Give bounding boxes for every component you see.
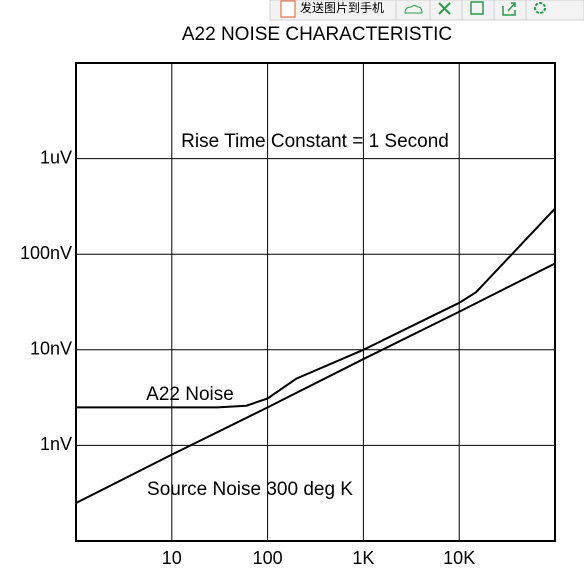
annotation: Source Noise 300 deg K — [147, 479, 353, 500]
x-tick-label: 10 — [162, 548, 182, 568]
y-tick-label: 100nV — [20, 243, 72, 263]
series-line — [75, 262, 556, 504]
x-tick-label: 1K — [352, 548, 374, 568]
y-tick-label: 1uV — [40, 147, 72, 167]
annotation: Rise Time Constant = 1 Second — [181, 131, 449, 152]
y-tick-label: 10nV — [30, 339, 72, 359]
annotation: A22 Noise — [146, 384, 234, 405]
y-tick-label: 1nV — [40, 434, 72, 454]
settings-icon[interactable] — [534, 2, 546, 14]
send-icon[interactable] — [280, 0, 296, 18]
save-icon[interactable] — [470, 1, 484, 15]
chart-title: A22 NOISE CHARACTERISTIC — [182, 24, 452, 45]
x-tick-label: 10K — [443, 548, 475, 568]
cloud-icon[interactable] — [404, 5, 423, 14]
plot-frame — [75, 62, 556, 542]
toolbar: 发送图片到手机 — [269, 0, 584, 21]
series-line — [76, 207, 556, 409]
expand-icon[interactable] — [438, 2, 451, 15]
share-icon[interactable] — [502, 2, 516, 16]
x-tick-label: 100 — [253, 548, 283, 568]
send-label[interactable]: 发送图片到手机 — [300, 0, 384, 15]
